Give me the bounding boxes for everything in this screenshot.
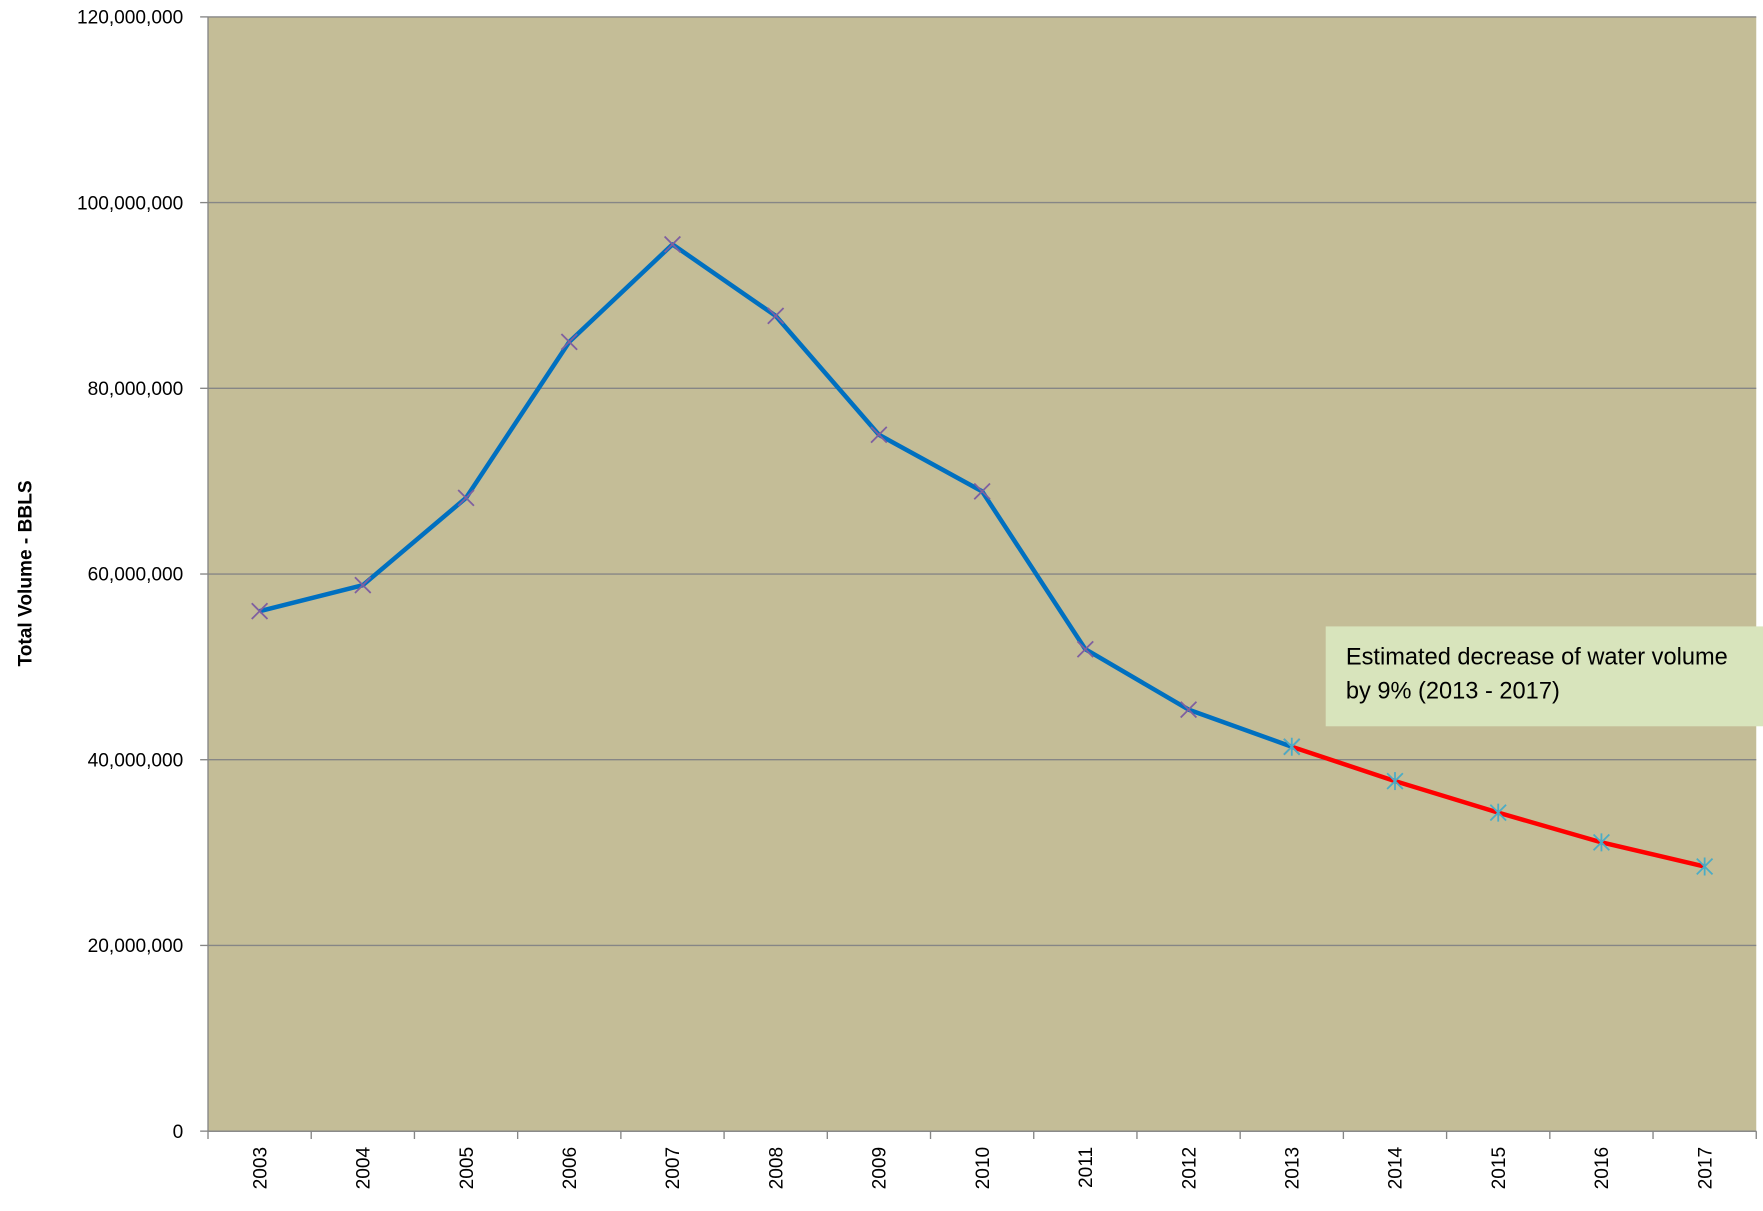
marker-stroke (973, 482, 991, 500)
marker-stroke (663, 235, 681, 253)
marker-stroke (251, 602, 269, 620)
marker (1076, 640, 1094, 658)
annotation: Estimated decrease of water volume by 9%… (1325, 626, 1763, 727)
x-tick-label: 2013 (1283, 1147, 1304, 1190)
y-tick-label: 120,000,000 (77, 8, 183, 29)
x-tick-label: 2010 (973, 1147, 994, 1190)
marker (1283, 737, 1301, 756)
y-axis-title: Total Volume - BBLS (15, 480, 36, 666)
marker (663, 235, 681, 253)
marker (1696, 857, 1714, 876)
marker (1489, 803, 1507, 822)
annotation-box: Estimated decrease of water volume by 9%… (1325, 626, 1763, 727)
marker-stroke (767, 307, 785, 325)
marker-stroke (1180, 701, 1198, 719)
marker-stroke (1076, 640, 1094, 658)
marker (560, 333, 578, 351)
x-tick-label: 2008 (766, 1147, 787, 1190)
x-tick-label: 2009 (870, 1147, 891, 1190)
marker (767, 307, 785, 325)
x-tick-label: 2005 (457, 1147, 478, 1190)
y-tick-label: 20,000,000 (88, 936, 184, 957)
marker (251, 602, 269, 620)
marker (457, 489, 475, 507)
y-tick-label: 80,000,000 (88, 379, 184, 400)
marker-stroke (457, 489, 475, 507)
x-tick-label: 2012 (1179, 1147, 1200, 1190)
x-tick-label: 2004 (354, 1147, 375, 1190)
x-tick-label: 2014 (1386, 1147, 1407, 1190)
marker-stroke (354, 576, 372, 594)
marker (1592, 833, 1610, 852)
x-tick-label: 2007 (663, 1147, 684, 1190)
marker (354, 576, 372, 594)
x-tick-label: 2011 (1076, 1147, 1097, 1188)
x-tick-label: 2016 (1592, 1147, 1613, 1190)
marker-stroke (870, 426, 888, 444)
marker (1386, 772, 1404, 791)
marker-stroke (560, 333, 578, 351)
y-tick-label: 60,000,000 (88, 565, 184, 586)
y-tick-label: 100,000,000 (77, 193, 183, 214)
marker (1180, 701, 1198, 719)
x-tick-label: 2003 (250, 1147, 271, 1190)
marker (973, 482, 991, 500)
y-tick-label: 0 (173, 1122, 184, 1143)
x-tick-label: 2017 (1695, 1147, 1716, 1190)
y-tick-label: 40,000,000 (88, 750, 184, 771)
x-tick-label: 2006 (560, 1147, 581, 1190)
x-tick-label: 2015 (1489, 1147, 1510, 1190)
marker (870, 426, 888, 444)
